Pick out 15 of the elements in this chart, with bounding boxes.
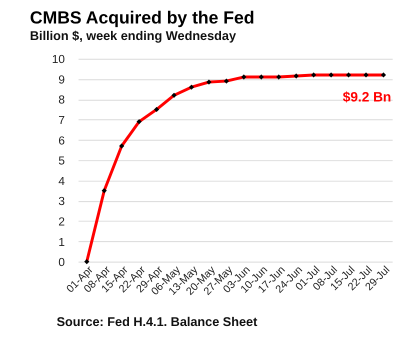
y-tick-label: 3 [58, 195, 65, 208]
y-tick-label: 9 [58, 73, 65, 86]
annotation: $9.2 Bn [342, 89, 392, 104]
y-tick-label: 1 [58, 236, 65, 249]
y-tick-label: 7 [58, 114, 65, 128]
y-tick-label: 5 [58, 154, 66, 168]
y-tick-label: 4 [58, 174, 66, 188]
y-tick-label: 2 [58, 215, 65, 228]
y-tick-label: 8 [58, 94, 65, 107]
source-note: Source: Fed H.4.1. Balance Sheet [56, 315, 258, 330]
y-tick-label: 10 [52, 53, 66, 66]
chart-subtitle: Billion $, week ending Wednesday [30, 29, 236, 44]
y-tick-label: 6 [58, 134, 65, 148]
chart-title: CMBS Acquired by the Fed [30, 8, 254, 28]
y-tick-label: 0 [58, 256, 66, 270]
